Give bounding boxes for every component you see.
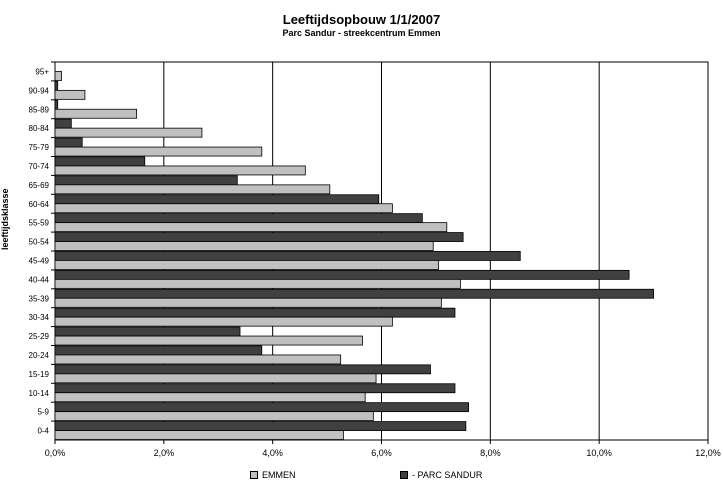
bar-emmen: [54, 354, 342, 365]
bar-parc-sandur: [54, 251, 521, 261]
legend-swatch-parc-sandur: [400, 471, 408, 479]
legend-label-parc-sandur: - PARC SANDUR: [412, 470, 483, 480]
bar-parc-sandur: [54, 194, 380, 205]
y-tick-label: 55-59: [29, 219, 50, 228]
bar-emmen: [54, 222, 448, 233]
bar-emmen: [54, 146, 263, 157]
y-tick-label: 50-54: [29, 238, 50, 247]
y-tick-label: 5-9: [37, 408, 49, 417]
chart-subtitle: Parc Sandur - streekcentrum Emmen: [282, 28, 441, 38]
bar-parc-sandur: [54, 156, 146, 167]
bar-emmen: [54, 335, 363, 346]
x-tick-label: 10,0%: [586, 448, 612, 458]
y-tick-label: 90-94: [29, 86, 50, 95]
bar-emmen: [54, 108, 138, 119]
legend-swatch-emmen: [250, 471, 258, 479]
bar-parc-sandur: [54, 307, 456, 318]
bar-parc-sandur: [54, 402, 469, 413]
y-tick-label: 85-89: [29, 105, 50, 114]
bar-parc-sandur: [54, 383, 456, 394]
bar-emmen: [54, 260, 440, 270]
y-tick-label: 70-74: [29, 162, 50, 171]
y-tick-label: 30-34: [29, 313, 50, 322]
bar-parc-sandur: [54, 269, 630, 280]
bar-parc-sandur: [54, 175, 238, 186]
y-tick-label: 10-14: [29, 389, 50, 398]
x-tick-label: 6,0%: [371, 448, 392, 458]
bar-parc-sandur: [54, 137, 83, 148]
bar-emmen: [54, 71, 62, 81]
y-tick-label: 65-69: [29, 181, 50, 190]
bar-emmen: [54, 241, 434, 251]
bar-parc-sandur: [54, 364, 431, 375]
legend-item-emmen: EMMEN: [250, 470, 296, 480]
bar-emmen: [54, 89, 86, 100]
bar-parc-sandur: [54, 118, 72, 129]
bar-emmen: [54, 165, 306, 176]
bar-parc-sandur: [54, 213, 423, 224]
y-tick-label: 25-29: [29, 332, 50, 341]
y-tick-label: 35-39: [29, 294, 50, 303]
y-tick-label: 45-49: [29, 256, 50, 265]
bar-emmen: [54, 184, 331, 195]
bar-emmen: [54, 373, 377, 384]
y-tick-label: 15-19: [29, 370, 50, 379]
x-tick-label: 4,0%: [262, 448, 283, 458]
y-tick-label: 95+: [35, 67, 49, 76]
chart-title: Leeftijdsopbouw 1/1/2007: [282, 12, 441, 27]
bar-parc-sandur: [54, 326, 241, 337]
y-tick-label: 60-64: [29, 200, 50, 209]
bar-parc-sandur: [54, 232, 464, 242]
bar-parc-sandur: [54, 288, 654, 299]
bar-emmen: [54, 392, 366, 403]
bar-parc-sandur: [54, 345, 263, 356]
x-tick-label: 8,0%: [480, 448, 501, 458]
bar-emmen: [54, 411, 374, 422]
y-tick-label: 20-24: [29, 351, 50, 360]
bar-emmen: [54, 203, 393, 214]
x-tick-label: 12,0%: [695, 448, 721, 458]
y-tick-label: 40-44: [29, 275, 50, 284]
bar-emmen: [54, 278, 461, 289]
bar-emmen: [54, 430, 344, 440]
y-tick-label: 0-4: [37, 427, 49, 436]
legend-label-emmen: EMMEN: [262, 470, 296, 480]
bar-emmen: [54, 297, 442, 308]
bar-parc-sandur: [54, 99, 59, 110]
bar-emmen: [54, 316, 393, 327]
x-tick-label: 2,0%: [154, 448, 175, 458]
bar-parc-sandur: [54, 421, 467, 431]
bar-parc-sandur: [54, 80, 59, 91]
legend-item-parc-sandur: - PARC SANDUR: [400, 470, 482, 480]
y-tick-label: 75-79: [29, 143, 50, 152]
bar-emmen: [54, 127, 203, 138]
y-tick-label: 80-84: [29, 124, 50, 133]
x-tick-label: 0,0%: [45, 448, 66, 458]
